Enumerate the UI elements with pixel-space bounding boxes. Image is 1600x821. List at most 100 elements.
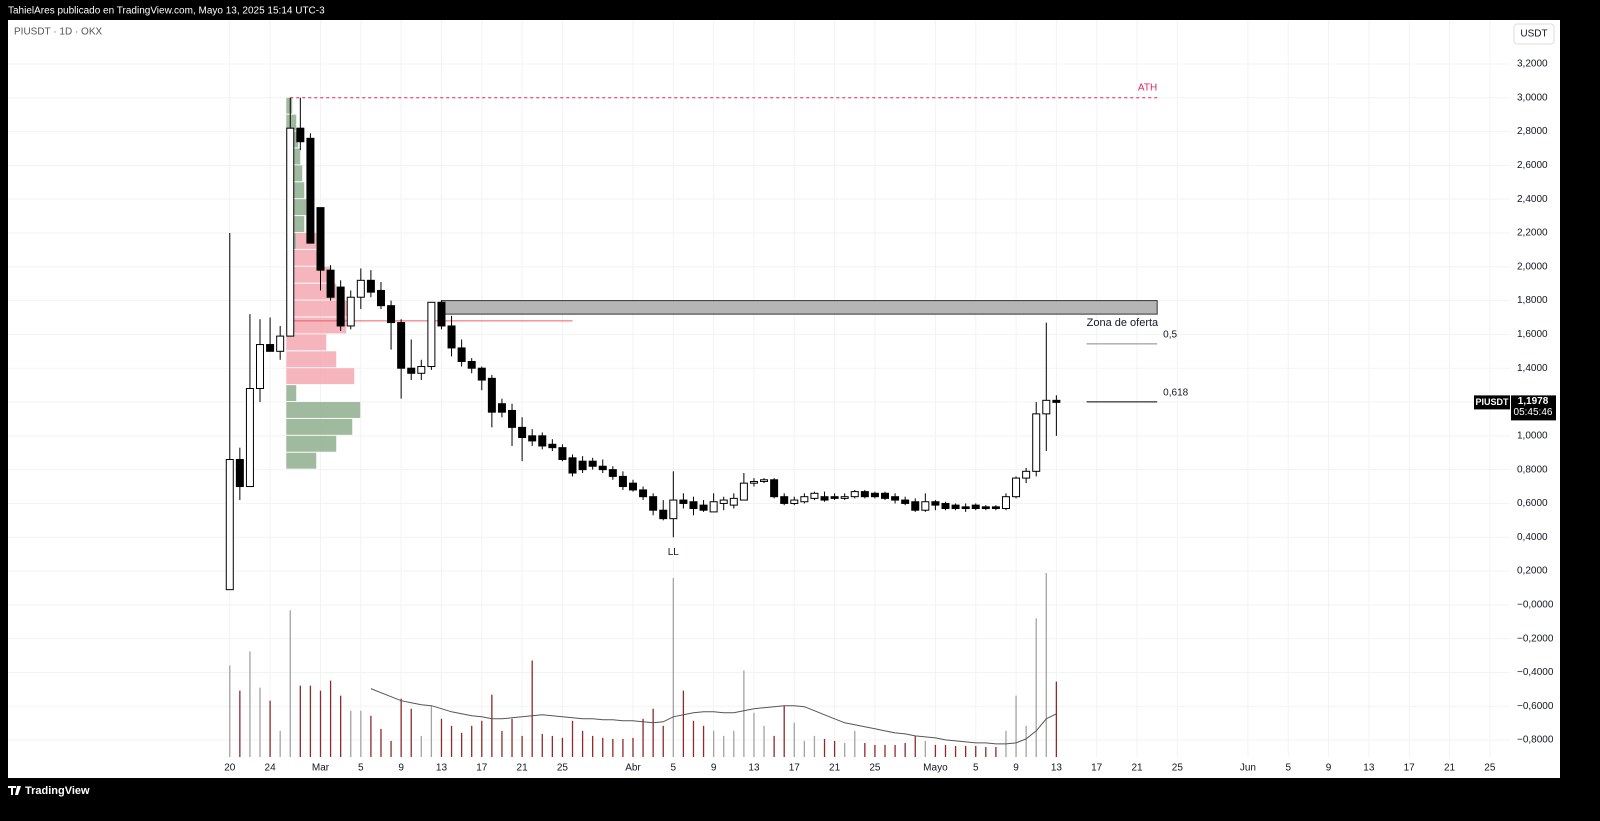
candle-body: [497, 403, 506, 413]
currency: USDT: [1520, 29, 1547, 40]
price-label: 1,1978: [1518, 396, 1549, 407]
candle-body: [346, 296, 355, 327]
candle-body: [508, 409, 517, 428]
candle-body: [326, 269, 335, 298]
candle-body: [639, 489, 648, 498]
profile-down: [286, 283, 337, 300]
y-tick-label: 2,2000: [1517, 228, 1548, 239]
candle-body: [830, 496, 839, 499]
profile-up: [286, 418, 353, 435]
candle-body: [548, 443, 557, 449]
candle-body: [558, 447, 567, 460]
candle-body: [437, 301, 446, 327]
candle-body: [296, 127, 305, 143]
low-label: LL: [668, 547, 680, 558]
candle-body: [911, 501, 920, 511]
candle-body: [699, 504, 708, 511]
x-tick-label: 9: [711, 763, 717, 774]
candle-body: [477, 367, 486, 381]
y-tick-label: 0,6000: [1517, 498, 1548, 509]
y-tick-label: −0,6000: [1517, 701, 1554, 712]
profile-up: [286, 385, 297, 402]
candle-body: [991, 506, 1000, 510]
profile-up: [286, 114, 297, 131]
candle-body: [1042, 399, 1051, 415]
candle-body: [810, 492, 819, 499]
profile-down: [286, 368, 355, 385]
candle-body: [860, 491, 869, 498]
candle-body: [649, 496, 658, 511]
price-box: [1511, 395, 1556, 421]
x-tick-label: Abr: [625, 763, 641, 774]
candle-body: [598, 465, 607, 471]
candle-body: [689, 501, 698, 510]
grid: [8, 20, 1510, 757]
candle-body: [729, 497, 738, 506]
candle-body: [427, 301, 436, 368]
candle-body: [568, 457, 577, 474]
candle-body: [467, 360, 476, 369]
y-tick-label: 2,0000: [1517, 261, 1548, 272]
profile-up: [286, 452, 317, 469]
candle-body: [1001, 496, 1010, 510]
chart-title: PIUSDT · 1D · OKX: [14, 27, 102, 38]
x-tick-label: 20: [224, 763, 236, 774]
candle-body: [286, 127, 295, 337]
x-tick-label: 17: [476, 763, 488, 774]
candle-body: [628, 482, 637, 491]
candle-body: [749, 480, 758, 484]
candle-body: [1012, 477, 1021, 498]
chart-area: [8, 20, 1560, 778]
candle-body: [518, 426, 527, 439]
y-tick-label: 2,8000: [1517, 126, 1548, 137]
candle-body: [679, 499, 688, 504]
supply-zone: [440, 300, 1158, 315]
candle-body: [870, 492, 879, 498]
x-tick-label: 5: [358, 763, 364, 774]
x-tick-label: Mayo: [923, 763, 948, 774]
footer-brand[interactable]: TradingView: [25, 785, 90, 797]
candle-body: [376, 289, 385, 307]
x-tick-label: 13: [1363, 763, 1375, 774]
x-tick-label: 21: [1444, 763, 1456, 774]
currency-box[interactable]: [1513, 23, 1555, 45]
candle-body: [397, 322, 406, 369]
y-tick-label: 1,6000: [1517, 329, 1548, 340]
candle-body: [578, 460, 587, 471]
profile-down: [286, 300, 353, 317]
x-tick-label: 17: [1404, 763, 1416, 774]
y-tick-label: 0,4000: [1517, 532, 1548, 543]
candle-body: [316, 207, 325, 271]
x-tick-label: 21: [1131, 763, 1143, 774]
axes: 3,2000 3,0000 2,8000 2,6000 2,4000 2,2000 2,00…: [224, 59, 1556, 774]
x-tick-label: 25: [869, 763, 881, 774]
candle-body: [618, 475, 627, 488]
candle-body: [1022, 470, 1031, 479]
candle-body: [931, 501, 940, 506]
supply-zone-label: Zona de oferta: [1087, 317, 1159, 329]
y-tick-label: 2,4000: [1517, 194, 1548, 205]
x-tick-label: Jun: [1240, 763, 1256, 774]
candle-body: [981, 506, 990, 510]
ath-label: ATH: [1138, 82, 1157, 93]
candle-body: [1032, 413, 1041, 472]
header: TahielAres publicado en TradingView.com,…: [8, 6, 325, 17]
candle-body: [447, 325, 456, 349]
candle-body: [961, 506, 970, 510]
x-tick-label: 25: [557, 763, 569, 774]
volume-ma: [370, 688, 1057, 745]
x-tick-label: 5: [671, 763, 677, 774]
y-tick-label: 0,2000: [1517, 566, 1548, 577]
x-tick-label: 24: [265, 763, 277, 774]
candle-body: [457, 347, 466, 362]
countdown-label: 05:45:46: [1514, 407, 1553, 418]
candle-body: [800, 496, 809, 503]
candle-body: [256, 344, 265, 389]
y-tick-label: 0,8000: [1517, 464, 1548, 475]
y-tick-label: 3,0000: [1517, 92, 1548, 103]
profile-up: [286, 435, 337, 452]
fib-label: 0,5: [1163, 330, 1177, 341]
candle-body: [538, 435, 547, 447]
candle-body: [245, 388, 254, 488]
